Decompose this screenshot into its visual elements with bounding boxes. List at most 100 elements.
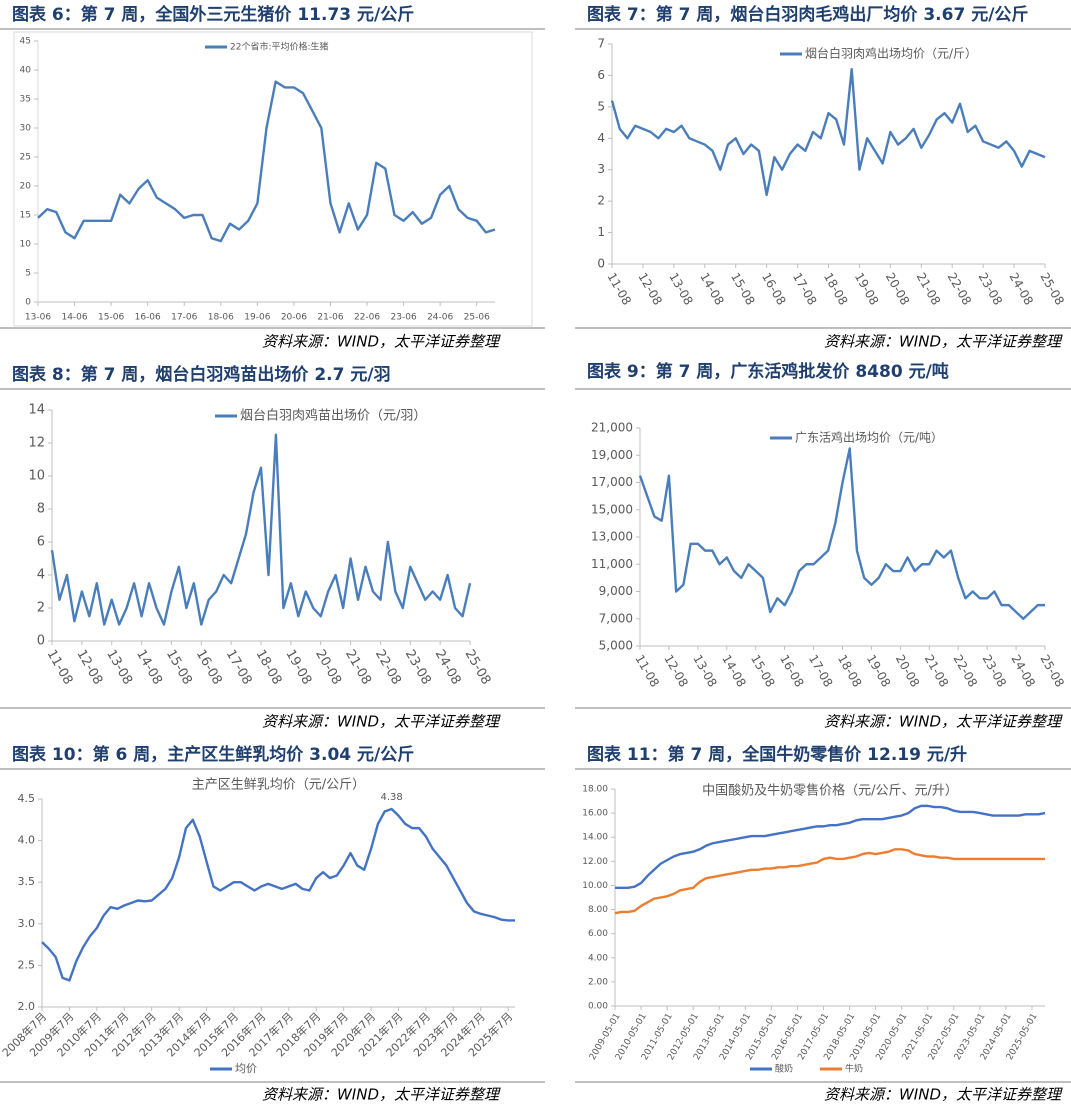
x-tick-label: 24-06 [427,313,453,323]
y-tick-label: 12.00 [582,857,608,867]
source-note: 资料来源：WIND，太平洋证券整理 [824,1086,1063,1104]
legend-label: 烟台白羽肉鸡苗出场价（元/羽） [240,408,426,424]
x-tick-label: 14-06 [61,313,87,323]
x-tick-label: 23-08 [402,647,434,687]
x-tick-label: 14-08 [133,647,165,687]
source-note: 资料来源：WIND，太平洋证券整理 [824,333,1063,351]
series-line [638,447,1045,620]
y-tick-label: 15 [20,211,31,221]
x-tick-label: 21-06 [317,313,343,323]
series-line [614,848,1045,915]
y-tick-label: 4.5 [18,792,36,805]
x-tick-label: 13-06 [25,313,51,323]
panel-heading: 图表 9：第 7 周，广东活鸡批发价 8480 元/吨 [587,361,949,382]
y-tick-label: 10 [20,240,32,250]
source-note: 资料来源：WIND，太平洋证券整理 [262,333,501,351]
x-tick-label: 15-08 [163,647,195,687]
y-tick-label: 30 [20,124,32,134]
chart-frame [13,31,533,327]
y-tick-label: 9,000 [599,584,633,598]
y-tick-label: 0 [597,257,605,271]
x-tick-label: 21-08 [922,652,952,689]
legend-label: 酸奶 [775,1063,793,1075]
x-tick-label: 11-08 [604,270,634,307]
y-tick-label: 21,000 [591,421,633,435]
y-tick-label: 0 [25,298,31,308]
x-tick-label: 22-08 [372,647,404,687]
x-tick-label: 20-06 [281,313,307,323]
y-tick-label: 11,000 [591,557,633,571]
y-tick-label: 40 [20,66,32,76]
chart-inner-title: 主产区生鲜乳均价（元/公斤） [192,778,365,793]
x-tick-label: 18-08 [821,270,851,307]
x-tick-label: 21-08 [342,647,374,687]
x-tick-label: 18-08 [835,652,865,689]
chart-inner-title: 中国酸奶及牛奶零售价格（元/公斤、元/升） [702,783,958,799]
y-tick-label: 6 [597,68,605,82]
x-tick-label: 22-08 [951,652,981,689]
y-tick-label: 16.00 [582,809,608,819]
y-tick-label: 8 [37,502,45,517]
series-line [37,80,496,243]
x-tick-label: 18-06 [208,313,234,323]
x-tick-label: 21-08 [914,270,944,307]
y-tick-label: 2.0 [18,1000,36,1013]
y-tick-label: 8.00 [588,905,608,915]
x-tick-label: 22-08 [945,270,975,307]
x-tick-label: 25-08 [1037,270,1067,307]
source-note: 资料来源：WIND，太平洋证券整理 [262,713,501,731]
x-tick-label: 15-08 [728,270,758,307]
x-tick-label: 20-08 [883,270,913,307]
legend-label: 烟台白羽肉鸡出场均价（元/斤） [805,46,977,61]
panel-heading: 图表 6：第 7 周，全国外三元生猪价 11.73 元/公斤 [12,4,414,25]
y-tick-label: 10 [28,469,45,484]
x-tick-label: 18-08 [253,647,285,687]
x-tick-label: 23-08 [976,270,1006,307]
y-tick-label: 4.00 [588,953,608,963]
y-tick-label: 4 [597,131,605,145]
x-tick-label: 24-08 [1006,270,1036,307]
value-label: 4.38 [380,792,402,803]
legend-label: 均价 [235,1062,257,1075]
y-tick-label: 2.00 [588,977,608,987]
y-tick-label: 1 [597,225,605,239]
x-tick-label: 16-06 [135,313,161,323]
y-tick-label: 2.5 [18,958,36,971]
y-tick-label: 5,000 [599,639,633,653]
y-tick-label: 10.00 [582,881,608,891]
x-tick-label: 23-08 [980,652,1010,689]
series-line [615,804,1046,890]
x-tick-label: 22-06 [354,313,380,323]
y-tick-label: 7 [597,37,605,51]
x-tick-label: 11-08 [632,652,662,689]
panel-heading: 图表 8：第 7 周，烟台白羽鸡苗出场价 2.7 元/羽 [12,364,391,385]
y-tick-label: 4.0 [18,834,36,847]
x-tick-label: 16-08 [759,270,789,307]
y-tick-label: 0.00 [588,1002,608,1012]
x-tick-label: 23-06 [391,313,417,323]
panel-heading: 图表 10：第 6 周，主产区生鲜乳均价 3.04 元/公斤 [12,744,414,765]
x-tick-label: 17-06 [171,313,197,323]
series-line [610,67,1046,197]
x-tick-label: 16-08 [193,647,225,687]
y-tick-label: 35 [20,95,31,105]
x-tick-label: 25-06 [464,313,490,323]
y-tick-label: 14.00 [582,833,608,843]
source-note: 资料来源：WIND，太平洋证券整理 [824,713,1063,731]
panel-heading: 图表 7：第 7 周，烟台白羽肉毛鸡出厂均价 3.67 元/公斤 [587,4,1028,25]
y-tick-label: 17,000 [591,475,633,489]
y-tick-label: 12 [28,436,45,451]
legend-label: 广东活鸡出场均价（元/吨） [795,430,943,445]
x-tick-label: 19-08 [852,270,882,307]
y-tick-label: 13,000 [591,530,633,544]
x-tick-label: 13-08 [103,647,135,687]
x-tick-label: 14-08 [697,270,727,307]
y-tick-label: 19,000 [591,448,633,462]
x-tick-label: 11-08 [44,647,76,687]
y-tick-label: 20 [20,182,32,192]
x-tick-label: 12-08 [661,652,691,689]
y-tick-label: 15,000 [591,502,633,516]
x-tick-label: 24-08 [1008,652,1038,689]
source-note: 资料来源：WIND，太平洋证券整理 [262,1086,501,1104]
legend-label: 22个省市:平均价格:生猪 [230,41,329,53]
